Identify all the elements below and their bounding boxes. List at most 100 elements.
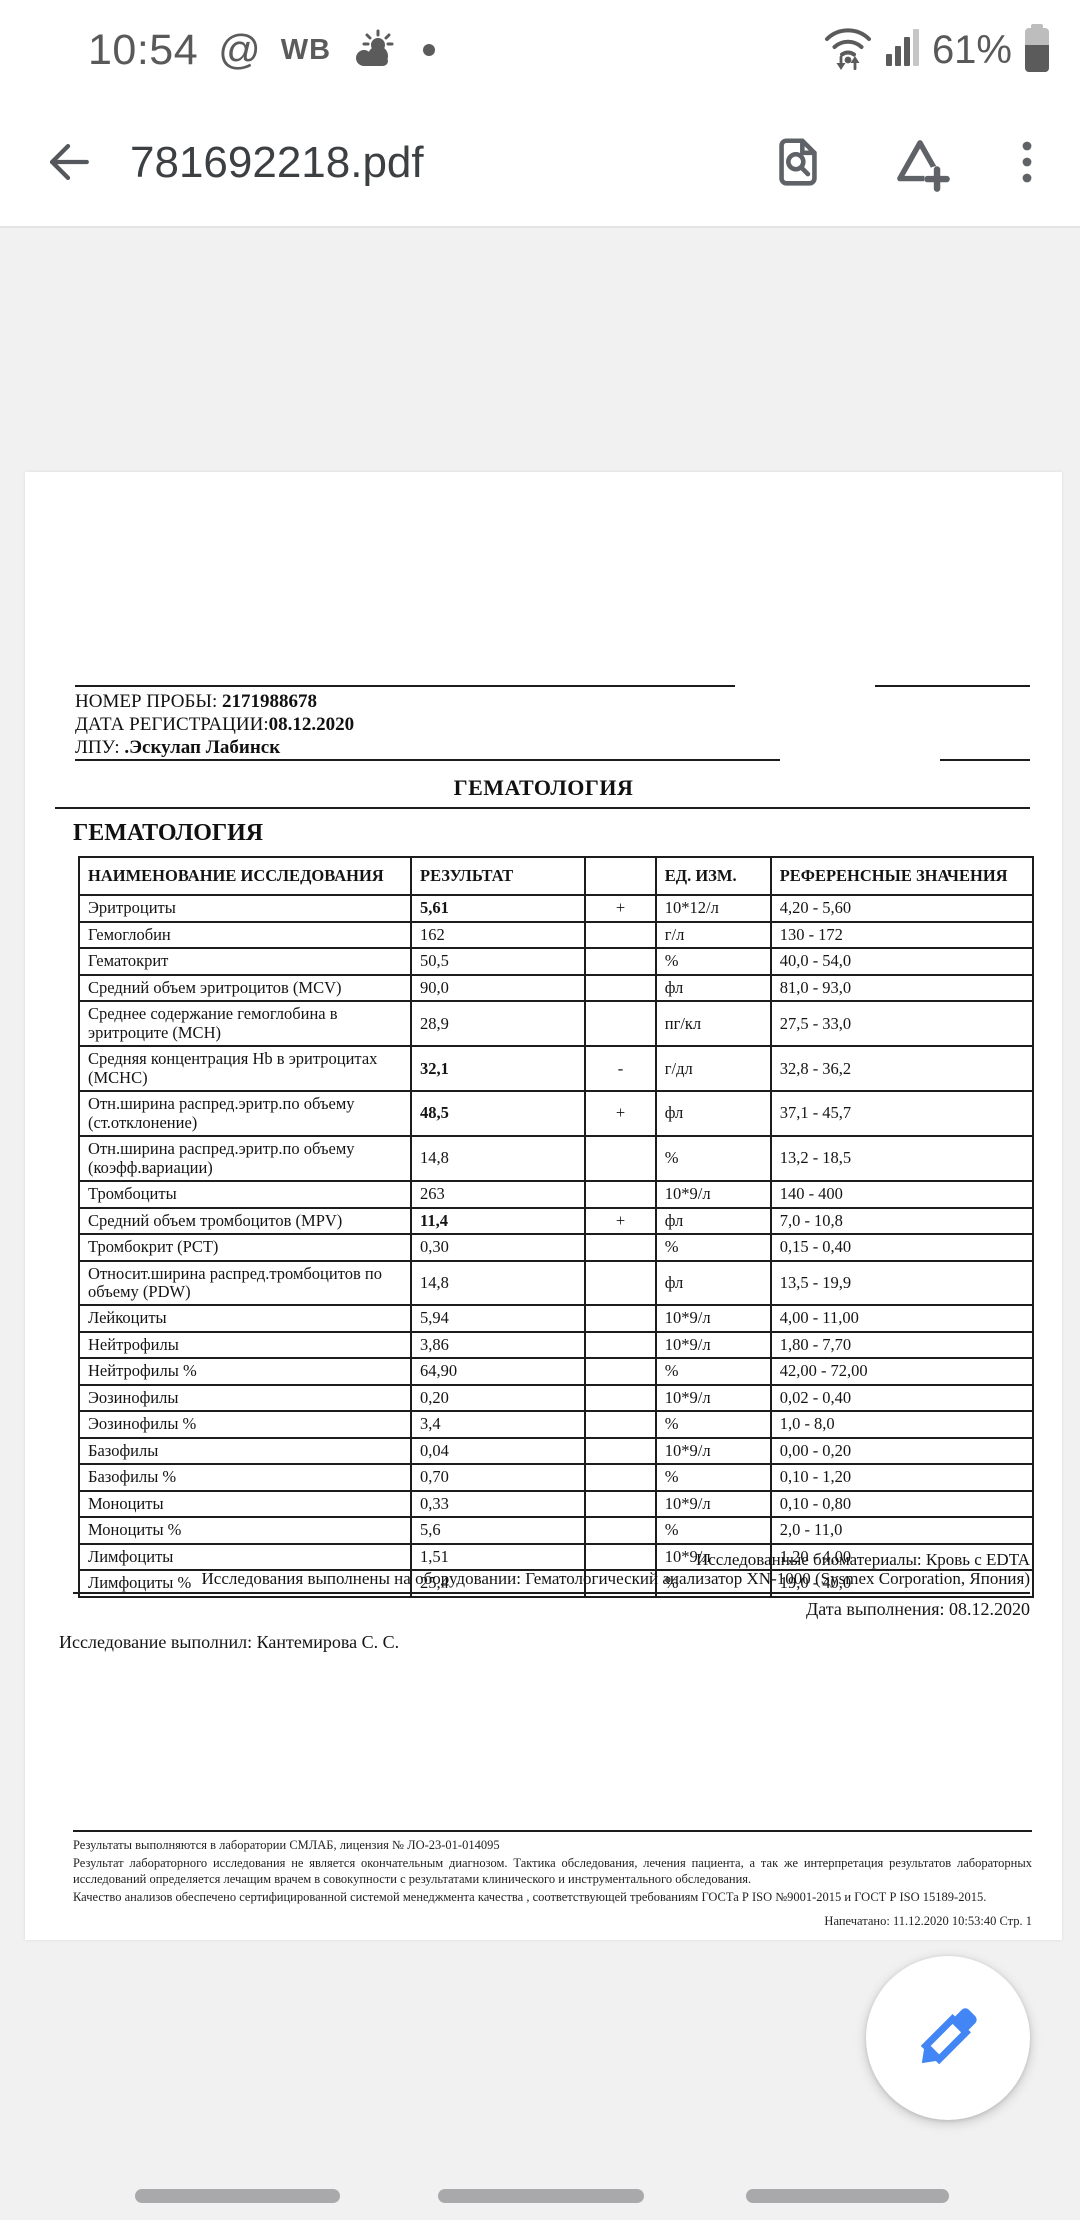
test-name: Моноциты	[77, 1489, 413, 1519]
test-name: Относит.ширина распред.тромбоцитов по об…	[77, 1259, 413, 1307]
test-units: 10*12/л	[654, 894, 772, 923]
test-result: 0,20	[410, 1383, 587, 1413]
table-row: Средний объем эритроцитов (MCV) 90,0 фл 81,…	[77, 973, 1035, 1003]
document-title: 781692218.pdf	[130, 138, 424, 187]
add-to-drive-button[interactable]	[888, 131, 952, 195]
test-units: 10*9/л	[654, 1542, 772, 1572]
column-header: ЕД. ИЗМ.	[654, 855, 772, 897]
wifi-icon	[822, 24, 874, 77]
nav-back-bar[interactable]	[746, 2189, 949, 2203]
test-flag	[584, 1489, 657, 1519]
test-units: г/л	[654, 920, 772, 950]
nav-home-bar[interactable]	[438, 2189, 644, 2203]
test-name: Нейтрофилы	[77, 1330, 413, 1360]
column-header: РЕФЕРЕНСНЫЕ ЗНАЧЕНИЯ	[769, 855, 1035, 897]
battery-percentage: 61%	[931, 27, 1012, 72]
notes-rule	[73, 1592, 1030, 1594]
test-result: 0,30	[410, 1233, 587, 1262]
title-rule	[55, 807, 1030, 809]
test-flag	[584, 1330, 657, 1360]
test-result: 14,8	[410, 1135, 587, 1183]
test-reference: 0,00 - 0,20	[769, 1436, 1035, 1466]
table-row: Тромбокрит (PCT) 0,30% 0,15 - 0,40	[77, 1233, 1035, 1262]
execution-date-note: Дата выполнения: 08.12.2020	[805, 1599, 1030, 1619]
test-flag	[584, 1233, 657, 1262]
test-result: 48,5	[410, 1090, 587, 1138]
test-reference: 0,02 - 0,40	[769, 1383, 1035, 1413]
test-result: 64,90	[410, 1357, 587, 1386]
test-flag	[584, 973, 657, 1003]
test-name: Базофилы	[77, 1436, 413, 1466]
table-row: Гемоглобин 162 г/л 130 - 172	[77, 920, 1035, 950]
test-units: фл	[654, 1206, 772, 1236]
table-row: Базофилы 0,04 10*9/л 0,00 - 0,20	[77, 1436, 1035, 1466]
table-row: Моноциты % 5,6% 2,0 - 11,0	[77, 1516, 1035, 1545]
test-reference: 2,0 - 11,0	[769, 1516, 1035, 1545]
license-text: Результаты выполняются в лаборатории СМЛ…	[73, 1838, 500, 1852]
test-name: Средняя концентрация Hb в эритроцитах (M…	[77, 1045, 413, 1093]
test-reference: 0,10 - 0,80	[769, 1489, 1035, 1519]
column-header	[584, 855, 657, 897]
app-bar: 781692218.pdf	[0, 100, 1080, 228]
nav-recents-bar[interactable]	[135, 2189, 340, 2203]
test-flag	[584, 1357, 657, 1386]
overflow-menu-button[interactable]	[1010, 131, 1044, 195]
test-units: г/дл	[654, 1045, 772, 1093]
test-units: %	[654, 1410, 772, 1439]
battery-icon	[1022, 22, 1052, 79]
table-row: Отн.ширина распред.эритр.по объему (ст.о…	[77, 1090, 1035, 1138]
test-name: Нейтрофилы %	[77, 1357, 413, 1386]
test-flag	[584, 1259, 657, 1307]
test-name: Моноциты %	[77, 1516, 413, 1545]
test-units: 10*9/л	[654, 1489, 772, 1519]
test-reference: 0,15 - 0,40	[769, 1233, 1035, 1262]
section-title: ГЕМАТОЛОГИЯ	[453, 775, 634, 800]
test-result: 263	[410, 1180, 587, 1209]
test-units: %	[654, 1233, 772, 1262]
table-row: Средний объем тромбоцитов (MPV) 11,4 + фл 7,…	[77, 1206, 1035, 1236]
sample-number-line: НОМЕР ПРОБЫ: 2171988678	[75, 691, 318, 712]
test-units: фл	[654, 1090, 772, 1138]
test-reference: 0,10 - 1,20	[769, 1463, 1035, 1492]
table-row: Среднее содержание гемоглобина в эритроц…	[77, 1000, 1035, 1048]
cellular-signal-icon	[884, 26, 922, 75]
test-name: Отн.ширина распред.эритр.по объему (ст.о…	[77, 1090, 413, 1138]
wb-notification-badge: WB	[280, 33, 332, 66]
test-name: Эозинофилы %	[77, 1410, 413, 1439]
test-reference: 1,80 - 7,70	[769, 1330, 1035, 1360]
test-flag	[584, 1383, 657, 1413]
weather-sun-cloud-icon	[351, 28, 397, 73]
table-row: Нейтрофилы % 64,90% 42,00 - 72,00	[77, 1357, 1035, 1386]
test-reference: 81,0 - 93,0	[769, 973, 1035, 1003]
document-search-icon	[769, 133, 827, 194]
arrow-back-icon	[42, 136, 94, 191]
test-name: Гематокрит	[77, 947, 413, 976]
test-flag	[584, 920, 657, 950]
test-units: 10*9/л	[654, 1436, 772, 1466]
test-name: Тромбокрит (PCT)	[77, 1233, 413, 1262]
test-units: фл	[654, 973, 772, 1003]
clock: 10:54	[88, 25, 199, 74]
test-flag: +	[584, 894, 657, 923]
header-bottom-rule	[75, 759, 1030, 761]
table-row: Средняя концентрация Hb в эритроцитах (M…	[77, 1045, 1035, 1093]
table-row: Эритроциты 5,61 +10*12/л 4,20 - 5,60	[77, 894, 1035, 923]
pdf-viewer-canvas[interactable]: НОМЕР ПРОБЫ: 2171988678 ДАТА РЕГИСТРАЦИИ…	[0, 228, 1080, 2220]
test-result: 1,51	[410, 1542, 587, 1572]
edit-fab[interactable]	[866, 1956, 1030, 2120]
test-result: 5,94	[410, 1304, 587, 1333]
test-units: %	[654, 1135, 772, 1183]
table-row: Лимфоциты 1,51 10*9/л 1,20 - 4,00	[77, 1542, 1035, 1572]
test-reference: 32,8 - 36,2	[769, 1045, 1035, 1093]
test-name: Среднее содержание гемоглобина в эритроц…	[77, 1000, 413, 1048]
back-button[interactable]	[36, 131, 100, 195]
at-notification-icon: @	[218, 26, 261, 73]
test-flag	[584, 1436, 657, 1466]
test-units: 10*9/л	[654, 1383, 772, 1413]
search-in-document-button[interactable]	[766, 131, 830, 195]
table-row: Эозинофилы % 3,4% 1,0 - 8,0	[77, 1410, 1035, 1439]
test-units: %	[654, 1463, 772, 1492]
test-result: 3,4	[410, 1410, 587, 1439]
test-reference: 13,2 - 18,5	[769, 1135, 1035, 1183]
test-units: %	[654, 1357, 772, 1386]
